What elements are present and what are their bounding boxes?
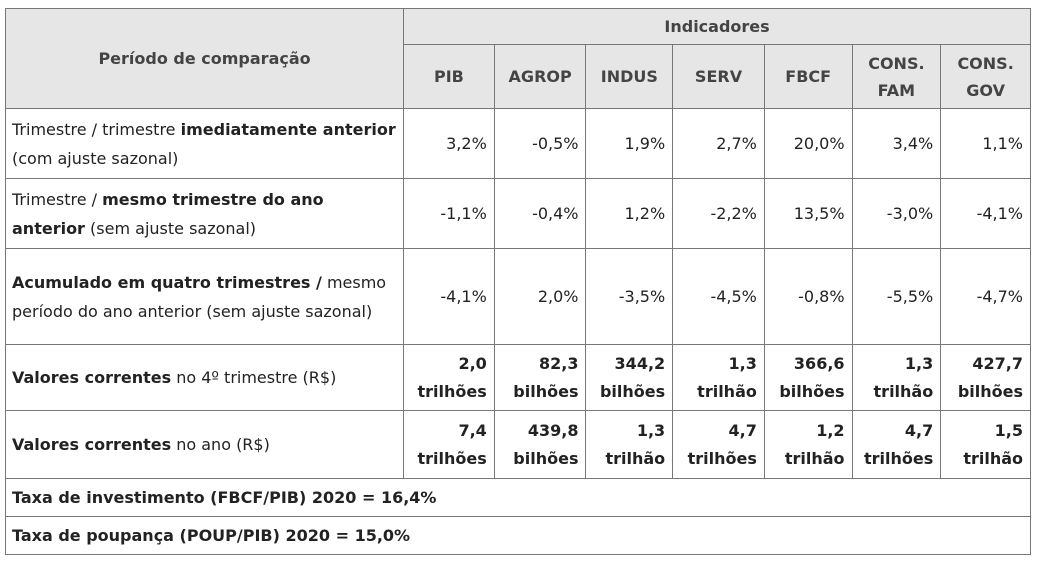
savings-rate-note: Taxa de poupança (POUP/PIB) 2020 = 15,0% — [5, 516, 1031, 555]
table-cell: -3,5% — [585, 248, 674, 345]
table-cell: -4,7% — [940, 248, 1031, 345]
table-cell: -2,2% — [672, 178, 765, 249]
row-label: Valores correntes no ano (R$) — [4, 410, 405, 479]
table-cell: 427,7 bilhões — [940, 344, 1031, 411]
table-cell: -0,8% — [763, 248, 853, 345]
table-cell: 3,4% — [851, 108, 942, 179]
investment-rate-note: Taxa de investimento (FBCF/PIB) 2020 = 1… — [5, 478, 1031, 517]
table-cell: -1,1% — [403, 178, 495, 249]
table-cell: 7,4 trilhões — [403, 410, 495, 479]
table-cell: 82,3 bilhões — [493, 344, 587, 411]
column-header-pib: PIB — [403, 44, 495, 109]
table-row: Taxa de investimento (FBCF/PIB) 2020 = 1… — [5, 478, 1031, 517]
row-label: Trimestre / trimestre imediatamente ante… — [4, 108, 405, 179]
table-cell: 2,0% — [493, 248, 587, 345]
indicators-header: Indicadores — [403, 8, 1031, 45]
table-cell: -4,5% — [672, 248, 765, 345]
column-header-indus: INDUS — [585, 44, 674, 109]
table-cell: 4,7 trilhões — [851, 410, 942, 479]
table-row: Valores correntes no ano (R$) 7,4 trilhõe… — [4, 410, 1031, 479]
period-header: Período de comparação — [4, 8, 405, 109]
table-cell: 1,2 trilhão — [763, 410, 853, 479]
table-row: Trimestre / mesmo trimestre do ano anter… — [4, 178, 1031, 249]
table-cell: 344,2 bilhões — [585, 344, 674, 411]
table-row: Trimestre / trimestre imediatamente ante… — [4, 108, 1031, 179]
table-row: Acumulado em quatro trimestres / mesmo p… — [4, 248, 1031, 345]
table-cell: 1,1% — [940, 108, 1031, 179]
row-label: Trimestre / mesmo trimestre do ano anter… — [4, 178, 405, 249]
column-header-serv: SERV — [672, 44, 765, 109]
table-cell: -4,1% — [403, 248, 495, 345]
table-cell: 2,7% — [672, 108, 765, 179]
table-cell: 2,0 trilhões — [403, 344, 495, 411]
table-cell: 1,9% — [585, 108, 674, 179]
table-cell: 366,6 bilhões — [763, 344, 853, 411]
row-label: Acumulado em quatro trimestres / mesmo p… — [4, 248, 405, 345]
table-row: Valores correntes no 4º trimestre (R$) 2… — [4, 344, 1031, 411]
table-row: Taxa de poupança (POUP/PIB) 2020 = 15,0% — [5, 516, 1031, 555]
table-cell: 13,5% — [763, 178, 853, 249]
table-cell: 1,5 trilhão — [940, 410, 1031, 479]
column-header-fbcf: FBCF — [763, 44, 853, 109]
table-cell: -0,4% — [493, 178, 587, 249]
table-cell: 1,3 trilhão — [585, 410, 674, 479]
table-cell: 1,2% — [585, 178, 674, 249]
indicators-table: Período de comparação Indicadores PIB AG… — [4, 8, 1031, 555]
table-cell: 20,0% — [763, 108, 853, 179]
table-cell: 1,3 trilhão — [672, 344, 765, 411]
table-cell: 3,2% — [403, 108, 495, 179]
table-cell: -5,5% — [851, 248, 942, 345]
row-label: Valores correntes no 4º trimestre (R$) — [4, 344, 405, 411]
table-cell: 4,7 trilhões — [672, 410, 765, 479]
table-cell: -0,5% — [493, 108, 587, 179]
table-cell: -3,0% — [851, 178, 942, 249]
table-cell: 439,8 bilhões — [493, 410, 587, 479]
table-cell: -4,1% — [940, 178, 1031, 249]
column-header-cons-gov: CONS. GOV — [940, 44, 1031, 109]
column-header-cons-fam: CONS. FAM — [851, 44, 942, 109]
table-cell: 1,3 trilhão — [851, 344, 942, 411]
column-header-agrop: AGROP — [493, 44, 587, 109]
